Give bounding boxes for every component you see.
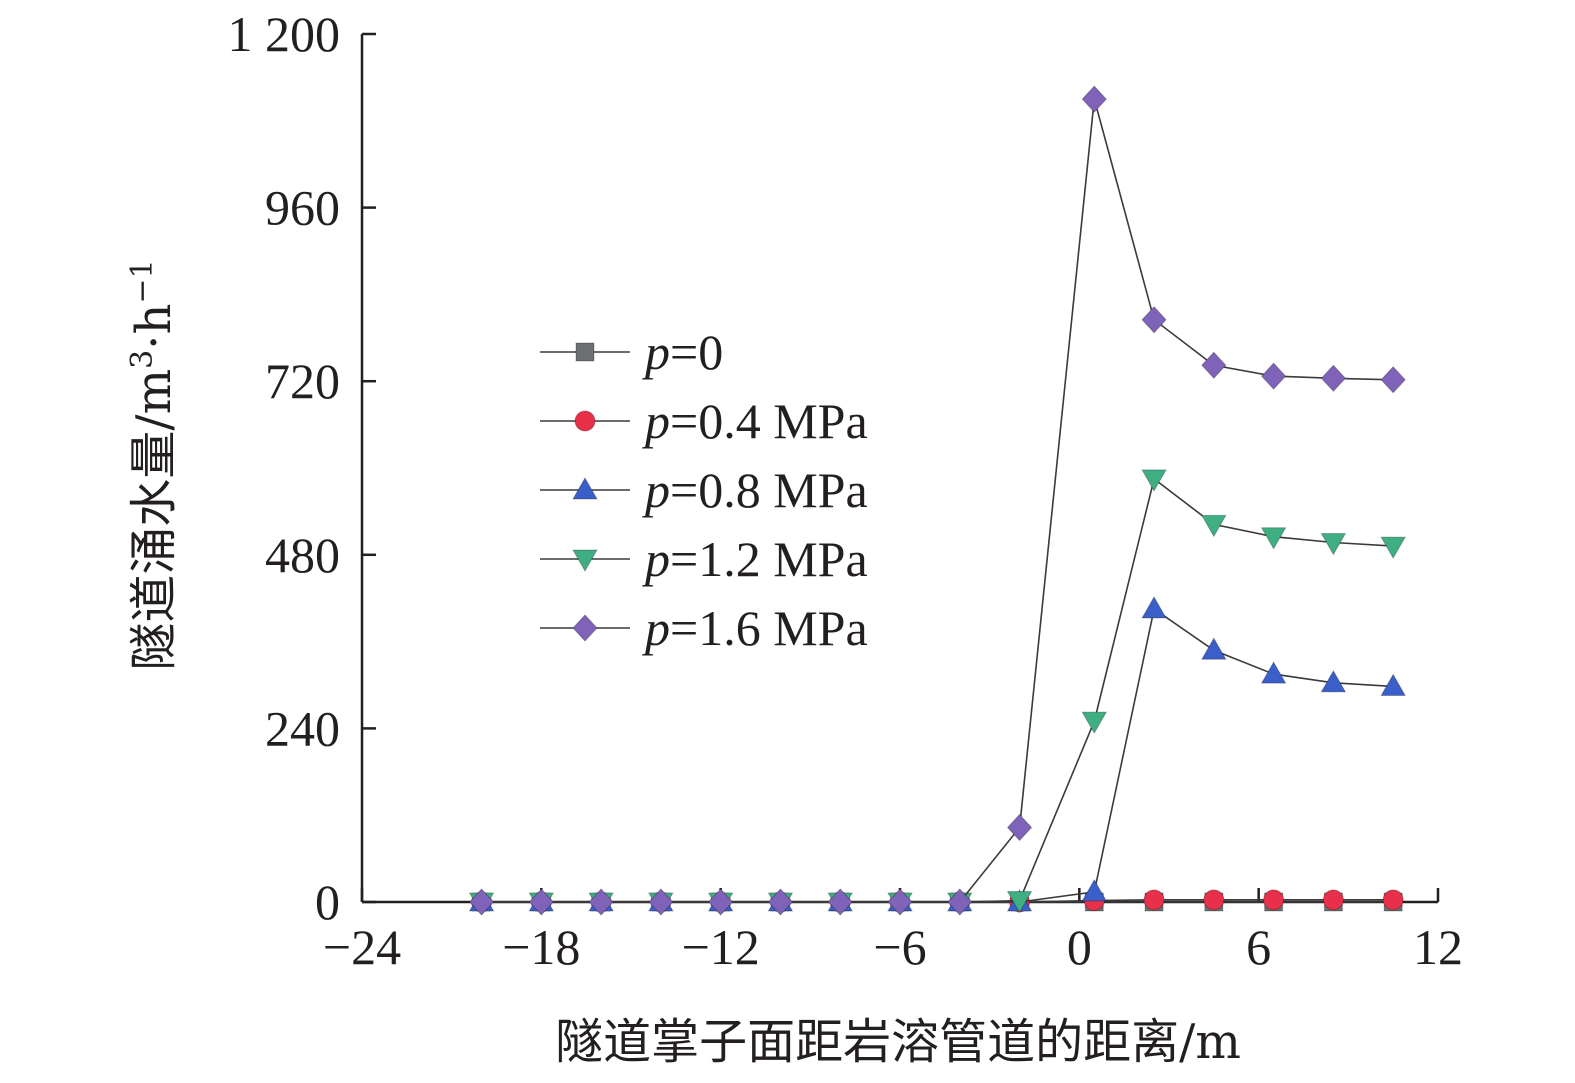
data-point-p-0-4-mpa: [1143, 889, 1165, 911]
data-point-p-0-4-mpa: [1322, 889, 1344, 911]
data-point-p-0-8-mpa: [1320, 669, 1347, 693]
legend-item-p-0-8-mpa: p=0.8 MPa: [540, 462, 868, 518]
y-tick-label: 1 200: [228, 6, 341, 62]
data-point-p-1-6-mpa: [707, 888, 734, 916]
y-tick-label: 960: [265, 180, 340, 236]
data-point-p-1-6-mpa: [827, 888, 853, 916]
legend-marker-p-0-4-mpa: [574, 410, 596, 432]
series-line-p-0-8-mpa: [481, 607, 1394, 903]
legend-label-rest: =1.2 MPa: [670, 531, 868, 587]
x-tick-label: −24: [323, 919, 401, 975]
x-axis-title: 隧道掌子面距岩溶管道的距离/m: [555, 1014, 1241, 1070]
data-point-p-1-6-mpa: [1260, 362, 1287, 390]
legend-item-p-0: p=0: [540, 324, 723, 380]
legend-label-p-0-8-mpa: p=0.8 MPa: [642, 462, 868, 518]
data-point-p-1-2-mpa: [1260, 527, 1287, 550]
data-point-p-1-6-mpa: [1380, 366, 1406, 394]
data-point-p-1-6-mpa: [588, 888, 614, 916]
y-axis-title-main: 隧道涌水量/m: [126, 369, 182, 671]
data-point-p-1-2-mpa: [1006, 891, 1033, 914]
data-point-p-1-6-mpa: [648, 888, 674, 916]
data-point-p-1-2-mpa: [1081, 711, 1108, 735]
legend-item-p-1-6-mpa: p=1.6 MPa: [540, 600, 868, 656]
series-p-0-8-mpa: [468, 596, 1407, 912]
x-tick-label: −18: [502, 919, 580, 975]
y-axis-title: 隧道涌水量/m3·h−1: [125, 259, 182, 670]
axes: −24 −18 −12 −6 0 6 12 0 240 480 720 960 1 200: [228, 6, 1464, 975]
y-axis-title-sup-1: 3: [125, 350, 160, 369]
data-point-p-1-2-mpa: [1141, 469, 1167, 492]
y-tick-label: 720: [265, 353, 340, 409]
data-point-p-1-2-mpa: [1380, 536, 1407, 560]
data-point-p-1-6-mpa: [1006, 813, 1033, 842]
x-tick-label: 12: [1413, 919, 1463, 975]
y-tick-label: 0: [315, 874, 340, 930]
series-layer: [468, 85, 1407, 916]
data-point-p-0-4-mpa: [1203, 889, 1225, 911]
x-tick-label: −6: [873, 919, 926, 975]
data-point-p-1-6-mpa: [1081, 85, 1107, 113]
data-point-p-1-6-mpa: [1320, 364, 1347, 393]
legend-label-rest: =0: [670, 324, 723, 380]
x-tick-label: 0: [1067, 919, 1092, 975]
legend-label-p-0-4-mpa: p=0.4 MPa: [642, 393, 868, 449]
series-line-p-1-2-mpa: [481, 477, 1394, 903]
series-p-1-2-mpa: [468, 469, 1407, 916]
x-tick-label: −12: [682, 919, 760, 975]
legend-marker-p-0: [575, 342, 595, 362]
legend-label-var: p: [642, 393, 670, 449]
data-point-p-1-2-mpa: [1200, 514, 1227, 538]
y-ticks: 0 240 480 720 960 1 200: [228, 6, 376, 930]
data-point-p-0-8-mpa: [1200, 637, 1227, 660]
legend-item-p-0-4-mpa: p=0.4 MPa: [540, 393, 868, 449]
legend-marker-p-1-2-mpa: [572, 549, 598, 573]
legend-label-var: p: [642, 531, 670, 587]
x-ticks: −24 −18 −12 −6 0 6 12: [323, 888, 1463, 975]
data-point-p-1-6-mpa: [528, 888, 555, 916]
legend-label-rest: =0.8 MPa: [670, 462, 868, 518]
data-point-p-1-6-mpa: [767, 888, 794, 916]
data-point-p-0-8-mpa: [1260, 661, 1287, 684]
legend-label-p-1-2-mpa: p=1.2 MPa: [642, 531, 868, 587]
legend-label-var: p: [642, 324, 670, 380]
data-point-p-1-6-mpa: [1201, 351, 1227, 380]
data-point-p-1-6-mpa: [1141, 305, 1167, 334]
data-point-p-0-8-mpa: [1141, 596, 1167, 619]
x-tick-label: 6: [1246, 919, 1271, 975]
y-axis-title-mid: ·h: [126, 304, 182, 350]
legend-label-var: p: [642, 600, 670, 656]
legend-label-var: p: [642, 462, 670, 518]
legend-label-p-0: p=0: [642, 324, 723, 380]
legend-item-p-1-2-mpa: p=1.2 MPa: [540, 531, 868, 587]
data-point-p-0-8-mpa: [1380, 673, 1407, 696]
data-point-p-1-2-mpa: [1320, 533, 1347, 556]
legend-marker-p-0-8-mpa: [572, 476, 598, 500]
legend-marker-p-1-6-mpa: [572, 614, 598, 642]
data-point-p-1-6-mpa: [947, 888, 973, 916]
y-tick-label: 240: [265, 700, 340, 756]
data-point-p-1-6-mpa: [887, 888, 913, 916]
data-point-p-1-6-mpa: [468, 888, 495, 916]
y-tick-label: 480: [265, 527, 340, 583]
legend-label-rest: =0.4 MPa: [670, 393, 868, 449]
series-line-p-1-6-mpa: [481, 98, 1394, 903]
data-point-p-0-8-mpa: [1081, 878, 1108, 902]
y-axis-title-sup-2: −1: [125, 259, 160, 303]
data-point-p-0-4-mpa: [1263, 889, 1285, 911]
data-point-p-0-4-mpa: [1382, 889, 1404, 911]
legend-label-rest: =1.6 MPa: [670, 600, 868, 656]
series-p-1-6-mpa: [468, 85, 1406, 916]
legend-label-p-1-6-mpa: p=1.6 MPa: [642, 600, 868, 656]
